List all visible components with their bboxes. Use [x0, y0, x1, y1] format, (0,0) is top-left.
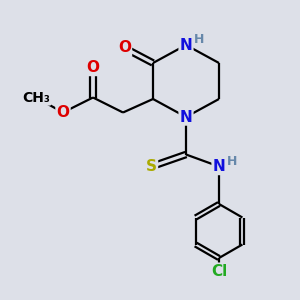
Text: CH₃: CH₃	[22, 91, 50, 104]
Text: N: N	[180, 110, 192, 124]
Text: N: N	[180, 38, 192, 52]
Text: O: O	[118, 40, 131, 56]
Text: Cl: Cl	[211, 264, 227, 279]
Text: H: H	[227, 154, 238, 168]
Text: H: H	[194, 33, 205, 46]
Text: O: O	[86, 60, 100, 75]
Text: N: N	[213, 159, 225, 174]
Text: O: O	[56, 105, 70, 120]
Text: S: S	[146, 159, 157, 174]
